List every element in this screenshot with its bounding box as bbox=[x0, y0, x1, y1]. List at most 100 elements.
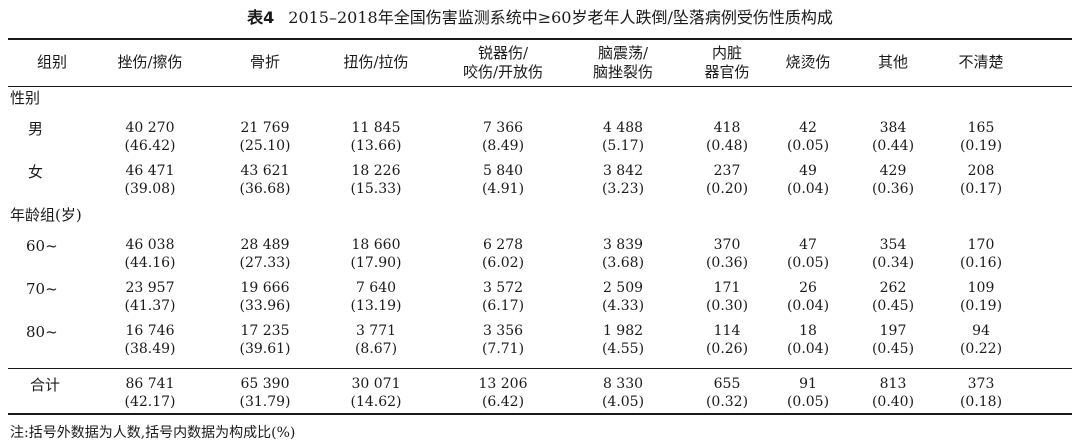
cell-percent: (15.33) bbox=[350, 181, 402, 197]
cell-count: 7 640 bbox=[355, 280, 397, 296]
cell-count: 2 509 bbox=[602, 280, 644, 296]
header-text: 组别 bbox=[36, 53, 68, 71]
header-text: 其他 bbox=[877, 53, 909, 71]
cell-percent: (6.02) bbox=[481, 255, 525, 271]
row-label: 80~ bbox=[26, 323, 58, 341]
header-text: 器官伤 bbox=[704, 62, 750, 81]
cell-count: 3 572 bbox=[482, 280, 524, 296]
cell-count: 18 660 bbox=[351, 237, 401, 253]
header-text: 不清楚 bbox=[958, 53, 1004, 71]
table-cell: 4 488 (5.17) bbox=[602, 119, 644, 155]
table-cell: 8 330 (4.05) bbox=[602, 375, 644, 411]
cell-percent: (0.34) bbox=[871, 255, 915, 271]
cell-count: 23 957 bbox=[125, 280, 175, 296]
cell-percent: (38.49) bbox=[124, 341, 176, 357]
bottom-rule bbox=[8, 413, 1072, 415]
cell-count: 19 666 bbox=[240, 280, 290, 296]
table-cell: 23 957 (41.37) bbox=[124, 279, 175, 315]
cell-percent: (0.44) bbox=[871, 138, 915, 154]
section-title: 性别 bbox=[10, 89, 41, 107]
cell-percent: (0.22) bbox=[959, 341, 1003, 357]
cell-percent: (0.17) bbox=[959, 181, 1003, 197]
cell-percent: (0.36) bbox=[705, 255, 749, 271]
table-cell: 49 (0.04) bbox=[787, 162, 829, 198]
table-cell: 813 (0.40) bbox=[872, 375, 914, 411]
cell-percent: (4.33) bbox=[601, 298, 645, 314]
header-text: 骨折 bbox=[249, 53, 281, 71]
table-cell: 114 (0.26) bbox=[706, 322, 748, 358]
cell-count: 813 bbox=[879, 376, 907, 392]
table-caption: 2015–2018年全国伤害监测系统中≥60岁老年人跌倒/坠落病例受伤性质构成 bbox=[288, 8, 833, 27]
cell-percent: (39.61) bbox=[239, 341, 291, 357]
header-text: 咬伤/开放伤 bbox=[462, 62, 544, 81]
cell-count: 17 235 bbox=[240, 323, 290, 339]
cell-count: 655 bbox=[713, 376, 741, 392]
table-cell: 18 (0.04) bbox=[787, 322, 829, 358]
cell-percent: (31.79) bbox=[239, 394, 291, 410]
header-text: 锐器伤/ bbox=[477, 43, 529, 62]
cell-percent: (17.90) bbox=[350, 255, 402, 271]
cell-percent: (4.55) bbox=[601, 341, 645, 357]
cell-count: 197 bbox=[879, 323, 907, 339]
cell-percent: (0.16) bbox=[959, 255, 1003, 271]
cell-percent: (4.91) bbox=[481, 181, 525, 197]
table-cell: 16 746 (38.49) bbox=[124, 322, 175, 358]
cell-count: 43 621 bbox=[240, 163, 290, 179]
table-cell: 655 (0.32) bbox=[706, 375, 748, 411]
cell-count: 3 842 bbox=[602, 163, 644, 179]
table-label: 表4 bbox=[247, 8, 275, 27]
row-label: 合计 bbox=[30, 376, 61, 394]
table-cell: 18 660 (17.90) bbox=[350, 236, 401, 272]
table-cell: 46 471 (39.08) bbox=[124, 162, 175, 198]
table-cell: 94 (0.22) bbox=[960, 322, 1002, 358]
cell-percent: (44.16) bbox=[124, 255, 176, 271]
table-cell: 262 (0.45) bbox=[872, 279, 914, 315]
row-label: 女 bbox=[28, 163, 44, 181]
table-cell: 7 366 (8.49) bbox=[482, 119, 524, 155]
section-title: 年龄组(岁) bbox=[10, 206, 82, 224]
total-rule bbox=[8, 368, 1072, 369]
header-text: 烧烫伤 bbox=[785, 53, 831, 71]
cell-count: 237 bbox=[713, 163, 741, 179]
cell-percent: (0.05) bbox=[786, 394, 830, 410]
cell-percent: (3.68) bbox=[601, 255, 645, 271]
cell-percent: (0.19) bbox=[959, 298, 1003, 314]
cell-percent: (46.42) bbox=[124, 138, 176, 154]
cell-count: 3 839 bbox=[602, 237, 644, 253]
table-cell: 170 (0.16) bbox=[960, 236, 1002, 272]
table-cell: 3 839 (3.68) bbox=[602, 236, 644, 272]
cell-percent: (8.67) bbox=[354, 341, 398, 357]
cell-percent: (41.37) bbox=[124, 298, 176, 314]
cell-count: 13 206 bbox=[478, 376, 528, 392]
cell-count: 429 bbox=[879, 163, 907, 179]
cell-count: 21 769 bbox=[240, 120, 290, 136]
table-cell: 46 038 (44.16) bbox=[124, 236, 175, 272]
cell-count: 28 489 bbox=[240, 237, 290, 253]
table-cell: 197 (0.45) bbox=[872, 322, 914, 358]
cell-count: 8 330 bbox=[602, 376, 644, 392]
row-label: 60~ bbox=[26, 237, 58, 255]
table-cell: 86 741 (42.17) bbox=[124, 375, 175, 411]
cell-percent: (13.66) bbox=[350, 138, 402, 154]
table-cell: 5 840 (4.91) bbox=[482, 162, 524, 198]
cell-percent: (0.40) bbox=[871, 394, 915, 410]
cell-count: 5 840 bbox=[482, 163, 524, 179]
cell-count: 384 bbox=[879, 120, 907, 136]
cell-count: 114 bbox=[713, 323, 741, 339]
cell-count: 373 bbox=[967, 376, 995, 392]
table-cell: 7 640 (13.19) bbox=[350, 279, 401, 315]
cell-percent: (0.26) bbox=[705, 341, 749, 357]
table-cell: 373 (0.18) bbox=[960, 375, 1002, 411]
cell-count: 165 bbox=[967, 120, 995, 136]
cell-count: 18 226 bbox=[351, 163, 401, 179]
cell-percent: (4.05) bbox=[601, 394, 645, 410]
cell-percent: (0.04) bbox=[786, 341, 830, 357]
cell-count: 3 771 bbox=[355, 323, 397, 339]
cell-count: 18 bbox=[799, 323, 817, 339]
table-cell: 109 (0.19) bbox=[960, 279, 1002, 315]
table-cell: 19 666 (33.96) bbox=[239, 279, 290, 315]
table-cell: 65 390 (31.79) bbox=[239, 375, 290, 411]
table-cell: 42 (0.05) bbox=[787, 119, 829, 155]
table-cell: 418 (0.48) bbox=[706, 119, 748, 155]
header-text: 脑震荡/ bbox=[597, 43, 649, 62]
